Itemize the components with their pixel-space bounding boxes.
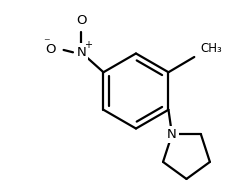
Text: O: O [76,14,86,27]
Text: N: N [76,46,86,59]
Text: CH₃: CH₃ [201,42,223,55]
Text: O: O [45,43,55,56]
Text: N: N [167,128,177,141]
Text: +: + [84,40,92,50]
Text: ⁻: ⁻ [43,36,50,49]
